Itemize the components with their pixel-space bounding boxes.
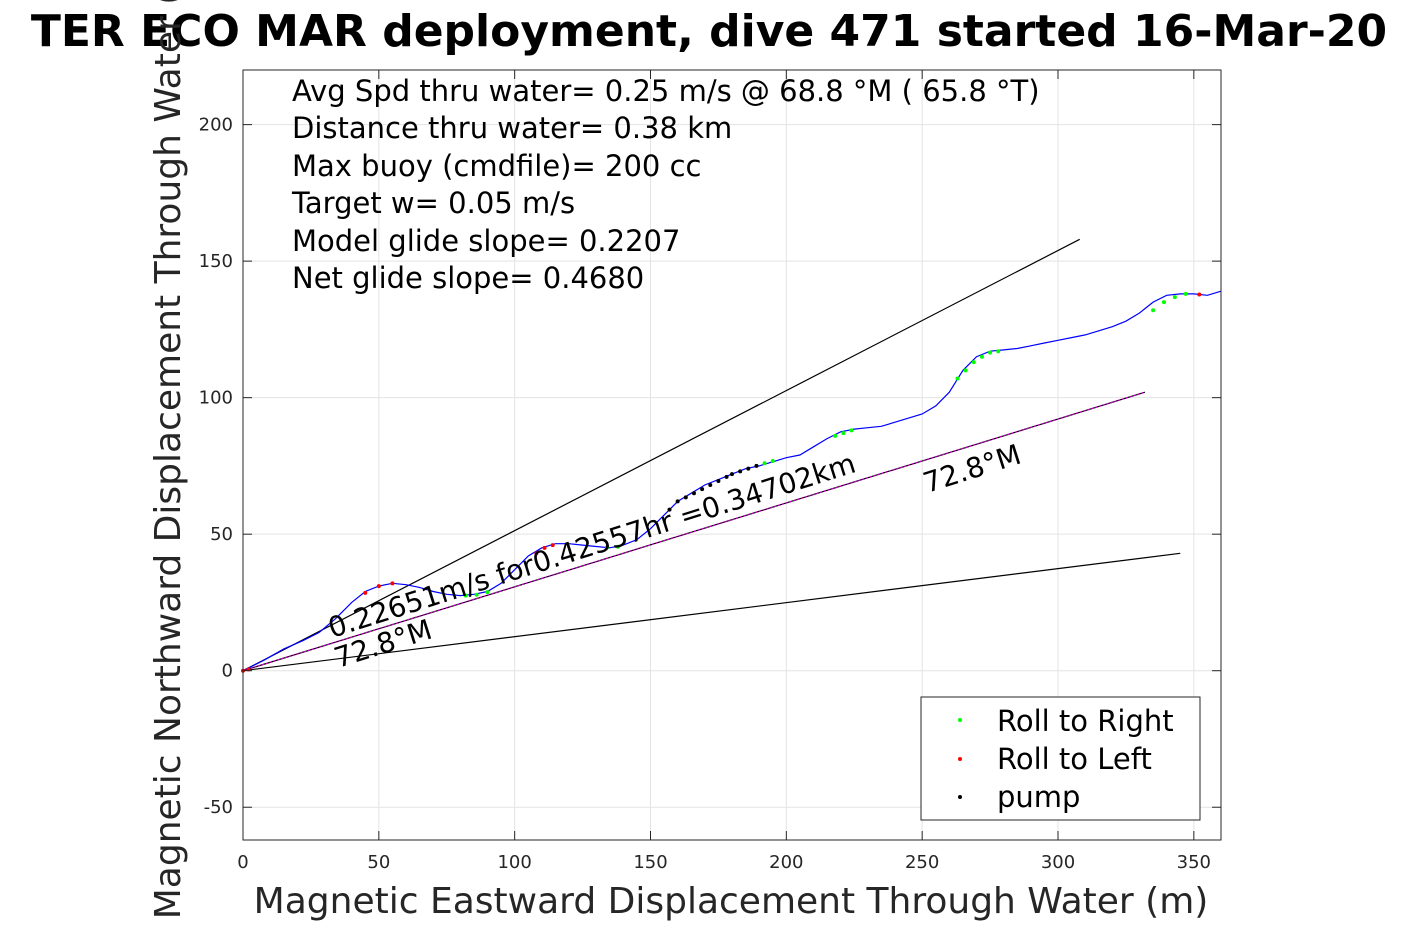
x-tick-label: 300 bbox=[1041, 852, 1075, 873]
marker-roll-to-right bbox=[979, 354, 984, 359]
info-box: Avg Spd thru water= 0.25 m/s @ 68.8 °M (… bbox=[291, 74, 1040, 295]
marker-roll-to-right bbox=[1183, 291, 1188, 296]
reference-line-net-heading-overlay bbox=[242, 391, 1146, 672]
legend: Roll to Right Roll to Left pump bbox=[920, 696, 1201, 821]
y-tick-label: -50 bbox=[204, 797, 233, 818]
marker-pump bbox=[724, 474, 729, 479]
marker-roll-to-left bbox=[390, 581, 395, 586]
plot-frame bbox=[242, 69, 1222, 841]
y-tick-label: 50 bbox=[210, 524, 233, 545]
marker-roll-to-left bbox=[542, 545, 547, 550]
legend-marker-pump bbox=[958, 795, 962, 799]
marker-pump bbox=[708, 483, 713, 488]
grid bbox=[242, 70, 1221, 840]
info-target-w: Target w= 0.05 m/s bbox=[291, 186, 575, 220]
legend-box bbox=[920, 696, 1201, 821]
marker-roll-to-right bbox=[485, 590, 490, 595]
marker-roll-to-left bbox=[534, 551, 539, 556]
marker-roll-to-left bbox=[550, 543, 555, 548]
marker-roll-to-right bbox=[1172, 295, 1177, 300]
x-tick-label: 100 bbox=[497, 852, 531, 873]
y-axis-label: Magnetic Northward Displacement Through … bbox=[148, 0, 189, 919]
marker-pump bbox=[675, 499, 680, 504]
y-tick-label: 100 bbox=[199, 388, 233, 409]
reference-line-upper bbox=[242, 238, 1081, 672]
marker-roll-to-right bbox=[963, 368, 968, 373]
marker-roll-to-right bbox=[988, 350, 993, 355]
marker-roll-to-right bbox=[770, 459, 775, 464]
heading-annotation-high: 72.8°M bbox=[919, 438, 1025, 500]
plot-data bbox=[241, 238, 1222, 673]
marker-pump bbox=[691, 491, 696, 496]
marker-pump bbox=[754, 463, 759, 468]
marker-roll-to-right bbox=[833, 433, 838, 438]
info-max-buoy: Max buoy (cmdfile)= 200 cc bbox=[292, 149, 701, 183]
marker-roll-to-right bbox=[1151, 308, 1156, 313]
x-tick-label: 350 bbox=[1177, 852, 1211, 873]
marker-roll-to-left bbox=[376, 584, 381, 589]
y-tick-label: 200 bbox=[199, 115, 233, 136]
marker-roll-to-right bbox=[841, 431, 846, 436]
x-tick-label: 0 bbox=[237, 852, 248, 873]
marker-pump bbox=[667, 507, 672, 512]
marker-pump bbox=[700, 487, 705, 492]
info-net-glide-slope: Net glide slope= 0.4680 bbox=[292, 261, 644, 295]
marker-roll-to-right bbox=[849, 428, 854, 433]
marker-roll-to-right bbox=[615, 544, 620, 549]
x-tick-label: 150 bbox=[633, 852, 667, 873]
reference-line-lower bbox=[242, 552, 1181, 672]
legend-marker-roll-right bbox=[958, 718, 962, 722]
marker-roll-to-right bbox=[474, 592, 479, 597]
x-tick-label: 200 bbox=[769, 852, 803, 873]
marker-roll-to-right bbox=[971, 360, 976, 365]
info-avg-speed: Avg Spd thru water= 0.25 m/s @ 68.8 °M (… bbox=[292, 74, 1040, 108]
marker-pump bbox=[716, 478, 721, 483]
marker-roll-to-right bbox=[955, 376, 960, 381]
legend-label-roll-left: Roll to Left bbox=[997, 742, 1152, 776]
marker-pump bbox=[683, 495, 688, 500]
track-line bbox=[242, 290, 1222, 672]
y-tick-label: 0 bbox=[222, 661, 233, 682]
marker-roll-to-right bbox=[996, 349, 1001, 354]
marker-roll-to-right bbox=[1161, 300, 1166, 305]
speed-annotation: 0.22651m/s for0.42557hr =0.34702km bbox=[324, 447, 859, 645]
marker-roll-to-right bbox=[463, 593, 468, 598]
legend-label-roll-right: Roll to Right bbox=[997, 704, 1174, 738]
x-axis-label: Magnetic Eastward Displacement Through W… bbox=[254, 881, 1209, 922]
marker-roll-to-right bbox=[605, 545, 610, 550]
x-tick-label: 250 bbox=[905, 852, 939, 873]
marker-roll-to-left bbox=[1197, 292, 1202, 297]
marker-roll-to-left bbox=[363, 590, 368, 595]
legend-label-pump: pump bbox=[997, 780, 1080, 814]
axis-ticks: 0 50 100 150 200 250 300 350 -50 0 50 100 150 200 bbox=[199, 70, 1221, 873]
y-tick-label: 150 bbox=[199, 251, 233, 272]
chart-title: TER ECO MAR deployment, dive 471 started… bbox=[31, 6, 1387, 57]
marker-pump bbox=[746, 466, 751, 471]
legend-marker-roll-left bbox=[958, 757, 962, 761]
x-tick-label: 50 bbox=[367, 852, 390, 873]
marker-pump bbox=[730, 472, 734, 477]
info-model-glide-slope: Model glide slope= 0.2207 bbox=[292, 224, 680, 258]
info-distance: Distance thru water= 0.38 km bbox=[292, 111, 732, 145]
marker-pump bbox=[738, 469, 743, 474]
marker-roll-to-right bbox=[762, 461, 767, 466]
